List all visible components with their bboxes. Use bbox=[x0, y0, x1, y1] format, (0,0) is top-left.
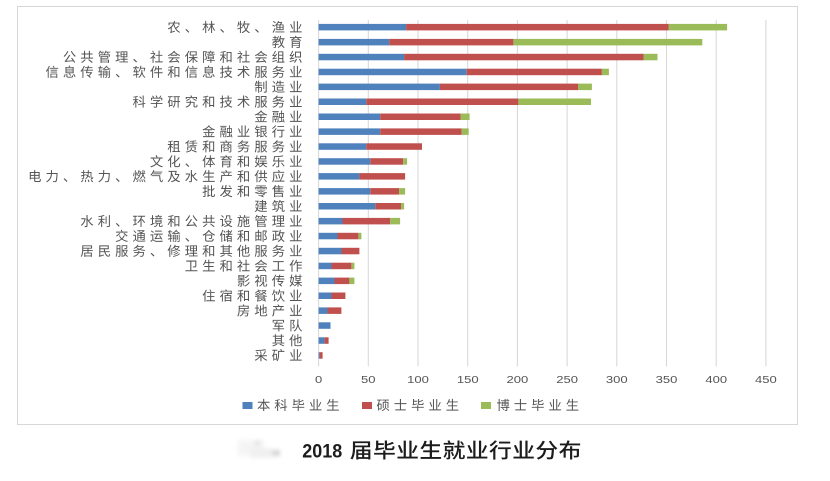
svg-text:2018: 2018 bbox=[302, 440, 342, 462]
svg-text:250: 250 bbox=[556, 374, 578, 385]
svg-text:400: 400 bbox=[705, 374, 727, 385]
svg-text:50: 50 bbox=[361, 374, 376, 385]
svg-text:200: 200 bbox=[507, 374, 529, 385]
svg-text:100: 100 bbox=[407, 374, 429, 385]
svg-text:350: 350 bbox=[656, 374, 678, 385]
svg-text:300: 300 bbox=[606, 374, 628, 385]
svg-text:150: 150 bbox=[457, 374, 479, 385]
svg-text:0: 0 bbox=[315, 374, 323, 385]
svg-text:450: 450 bbox=[755, 374, 777, 385]
